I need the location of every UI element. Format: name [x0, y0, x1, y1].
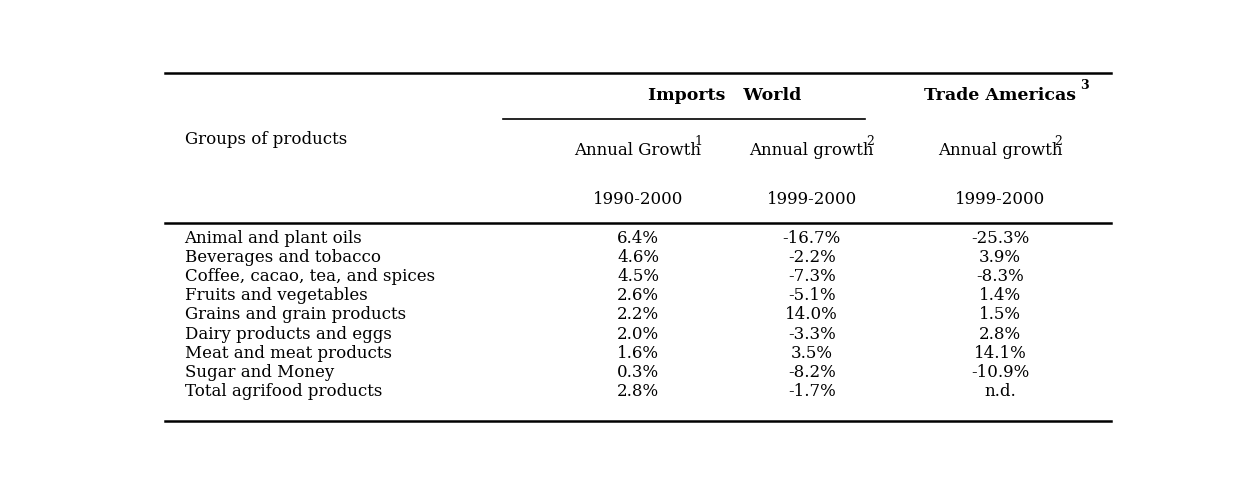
Text: Annual growth: Annual growth — [937, 142, 1062, 159]
Text: Meat and meat products: Meat and meat products — [184, 345, 392, 362]
Text: 4.5%: 4.5% — [618, 268, 659, 285]
Text: Imports   World: Imports World — [649, 86, 802, 104]
Text: -2.2%: -2.2% — [788, 249, 835, 266]
Text: -3.3%: -3.3% — [788, 326, 835, 342]
Text: 2: 2 — [1055, 135, 1062, 148]
Text: 2.2%: 2.2% — [618, 306, 659, 324]
Text: Coffee, cacao, tea, and spices: Coffee, cacao, tea, and spices — [184, 268, 435, 285]
Text: 3.9%: 3.9% — [979, 249, 1021, 266]
Text: -8.2%: -8.2% — [788, 364, 835, 381]
Text: 14.0%: 14.0% — [786, 306, 838, 324]
Text: 3: 3 — [1079, 79, 1088, 92]
Text: Animal and plant oils: Animal and plant oils — [184, 230, 362, 247]
Text: 2.0%: 2.0% — [618, 326, 659, 342]
Text: Sugar and Money: Sugar and Money — [184, 364, 334, 381]
Text: 2.6%: 2.6% — [618, 287, 659, 304]
Text: -8.3%: -8.3% — [976, 268, 1023, 285]
Text: -16.7%: -16.7% — [783, 230, 840, 247]
Text: 14.1%: 14.1% — [974, 345, 1026, 362]
Text: 2.8%: 2.8% — [979, 326, 1021, 342]
Text: n.d.: n.d. — [984, 383, 1016, 400]
Text: Groups of products: Groups of products — [184, 131, 347, 148]
Text: 6.4%: 6.4% — [618, 230, 659, 247]
Text: -10.9%: -10.9% — [971, 364, 1030, 381]
Text: 1: 1 — [693, 135, 702, 148]
Text: 0.3%: 0.3% — [618, 364, 659, 381]
Text: 1.5%: 1.5% — [979, 306, 1021, 324]
Text: 1.6%: 1.6% — [618, 345, 659, 362]
Text: Annual growth: Annual growth — [749, 142, 874, 159]
Text: Total agrifood products: Total agrifood products — [184, 383, 382, 400]
Text: Trade Americas: Trade Americas — [924, 86, 1076, 104]
Text: Dairy products and eggs: Dairy products and eggs — [184, 326, 391, 342]
Text: 4.6%: 4.6% — [618, 249, 659, 266]
Text: 1999-2000: 1999-2000 — [955, 191, 1045, 208]
Text: Annual Growth: Annual Growth — [574, 142, 702, 159]
Text: 2: 2 — [865, 135, 874, 148]
Text: Grains and grain products: Grains and grain products — [184, 306, 406, 324]
Text: -5.1%: -5.1% — [788, 287, 835, 304]
Text: Fruits and vegetables: Fruits and vegetables — [184, 287, 367, 304]
Text: 2.8%: 2.8% — [618, 383, 659, 400]
Text: -25.3%: -25.3% — [971, 230, 1030, 247]
Text: 1999-2000: 1999-2000 — [767, 191, 857, 208]
Text: 1.4%: 1.4% — [979, 287, 1021, 304]
Text: 1990-2000: 1990-2000 — [593, 191, 684, 208]
Text: -7.3%: -7.3% — [788, 268, 835, 285]
Text: Beverages and tobacco: Beverages and tobacco — [184, 249, 381, 266]
Text: 3.5%: 3.5% — [791, 345, 833, 362]
Text: -1.7%: -1.7% — [788, 383, 835, 400]
